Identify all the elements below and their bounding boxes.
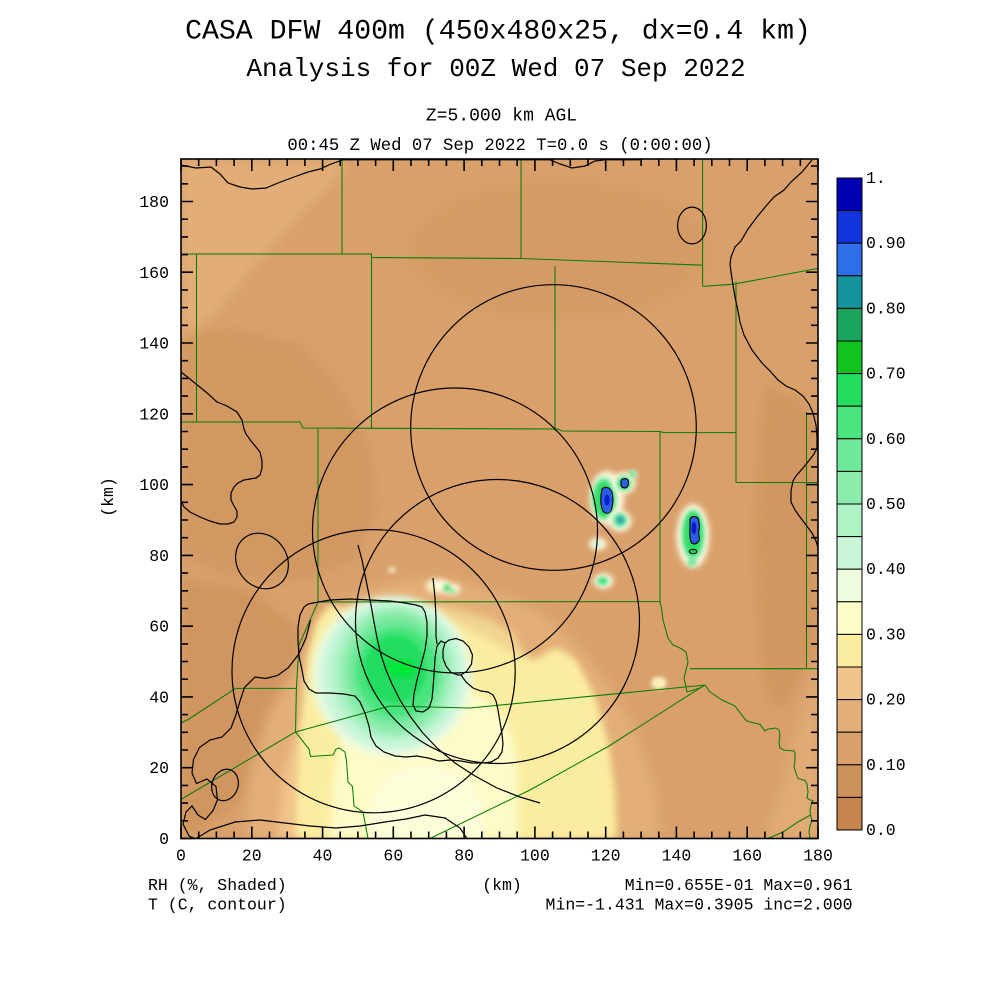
svg-text:(km): (km): [99, 477, 118, 517]
svg-text:0.0: 0.0: [866, 821, 896, 840]
svg-text:40: 40: [149, 688, 169, 707]
svg-text:0.40: 0.40: [866, 560, 906, 579]
svg-text:120: 120: [139, 405, 169, 424]
svg-text:T (C, contour): T (C, contour): [148, 896, 287, 915]
svg-text:0.80: 0.80: [866, 299, 906, 318]
svg-text:20: 20: [149, 759, 169, 778]
svg-text:0: 0: [176, 847, 186, 866]
svg-text:0.60: 0.60: [866, 430, 906, 449]
svg-text:160: 160: [139, 264, 169, 283]
svg-text:0.20: 0.20: [866, 691, 906, 710]
svg-text:140: 140: [139, 335, 169, 354]
svg-text:0.10: 0.10: [866, 756, 906, 775]
svg-text:180: 180: [803, 847, 833, 866]
svg-text:Min=-1.431 Max=0.3905 inc=2.00: Min=-1.431 Max=0.3905 inc=2.000: [546, 896, 853, 915]
svg-text:Analysis for 00Z Wed 07 Sep 20: Analysis for 00Z Wed 07 Sep 2022: [246, 54, 745, 84]
svg-text:0.30: 0.30: [866, 625, 906, 644]
svg-text:0: 0: [159, 830, 169, 849]
svg-text:1.: 1.: [866, 169, 886, 188]
svg-text:CASA DFW 400m (450x480x25, dx=: CASA DFW 400m (450x480x25, dx=0.4 km): [185, 17, 811, 48]
svg-text:120: 120: [591, 847, 621, 866]
svg-text:0.50: 0.50: [866, 495, 906, 514]
svg-text:100: 100: [520, 847, 550, 866]
svg-text:Z=5.000 km AGL: Z=5.000 km AGL: [426, 107, 577, 127]
svg-text:(km): (km): [482, 876, 522, 895]
svg-text:20: 20: [242, 847, 262, 866]
svg-text:60: 60: [383, 847, 403, 866]
svg-text:RH (%, Shaded): RH (%, Shaded): [148, 876, 287, 895]
svg-text:0.90: 0.90: [866, 234, 906, 253]
svg-text:80: 80: [454, 847, 474, 866]
svg-text:80: 80: [149, 547, 169, 566]
svg-text:140: 140: [662, 847, 692, 866]
svg-text:0.70: 0.70: [866, 365, 906, 384]
svg-text:Min=0.655E-01 Max=0.961: Min=0.655E-01 Max=0.961: [625, 876, 853, 895]
svg-text:160: 160: [732, 847, 762, 866]
svg-text:180: 180: [139, 193, 169, 212]
svg-text:40: 40: [313, 847, 333, 866]
svg-text:00:45 Z Wed 07 Sep 2022 T=0.: 00:45 Z Wed 07 Sep 2022 T=0.0 s (0:00:00…: [287, 137, 712, 156]
svg-text:100: 100: [139, 476, 169, 495]
svg-text:60: 60: [149, 618, 169, 637]
